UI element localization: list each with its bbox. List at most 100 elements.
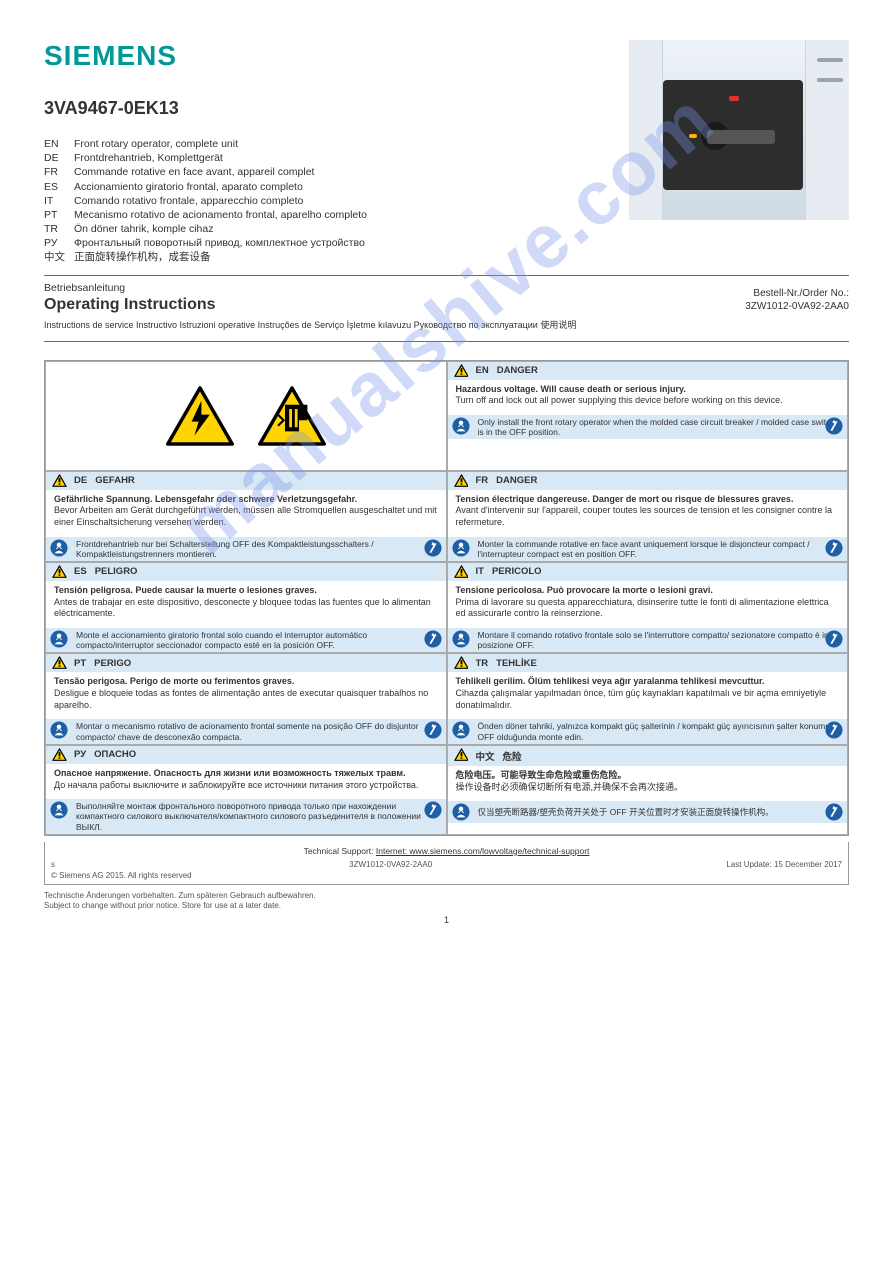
footer-docno: 3ZW1012-0VA92-2AA0	[349, 860, 432, 869]
warning-foot: Monter la commande rotative en face avan…	[448, 537, 848, 561]
warning-foot: Monte el accionamiento giratorio frontal…	[46, 628, 446, 652]
hand-triangle-icon	[257, 385, 327, 447]
warning-cell: ES PELIGRO Tensión peligrosa. Puede caus…	[45, 562, 447, 653]
warning-body: 危险电压。可能导致生命危险或重伤危险。操作设备时必须确保切断所有电源,并确保不会…	[448, 766, 848, 801]
warning-lang: TR	[476, 658, 489, 669]
warning-triangle-icon	[52, 656, 67, 669]
tool-icon	[424, 539, 442, 557]
warning-lang: PT	[74, 658, 86, 669]
warning-word: PERICOLO	[492, 566, 542, 577]
support-link[interactable]: Internet: www.siemens.com/lowvoltage/tec…	[376, 846, 590, 856]
warning-word: DANGER	[496, 475, 537, 486]
change-notice: Technische Änderungen vorbehalten. Zum s…	[44, 891, 849, 911]
warning-lang: 中文	[476, 749, 495, 763]
warning-foot: Only install the front rotary operator w…	[448, 415, 848, 439]
product-image	[629, 40, 849, 220]
warning-triangle-icon	[454, 748, 469, 761]
warning-body: Tehlikeli gerilim. Ölüm tehlikesi veya a…	[448, 672, 848, 719]
warning-body: Tensão perigosa. Perigo de morte ou feri…	[46, 672, 446, 719]
desc-text: 正面旋转操作机构，成套设备	[74, 250, 211, 264]
order-number: Bestell-Nr./Order No.: 3ZW1012-0VA92-2AA…	[745, 287, 849, 314]
warning-foot-text: 仅当塑壳断路器/塑壳负荷开关处于 OFF 开关位置时才安装正面旋转操作机构。	[478, 807, 774, 817]
warning-header: 中文 危险	[448, 746, 848, 766]
tool-icon	[424, 721, 442, 739]
footer-copyright: © Siemens AG 2015. All rights reserved	[51, 871, 192, 880]
warning-header: TR TEHLİKE	[448, 654, 848, 672]
warning-word: GEFAHR	[95, 475, 135, 486]
desc-text: Accionamiento giratorio frontal, aparato…	[74, 180, 303, 194]
warning-cell: DE GEFAHR Gefährliche Spannung. Lebensge…	[45, 471, 447, 562]
warning-triangle-icon	[454, 474, 469, 487]
warning-foot: Montare il comando rotativo frontale sol…	[448, 628, 848, 652]
warning-body: Tensione pericolosa. Può provocare la mo…	[448, 581, 848, 628]
warning-cell: TR TEHLİKE Tehlikeli gerilim. Ölüm tehli…	[447, 653, 849, 744]
person-icon	[50, 539, 68, 557]
desc-lang: PT	[44, 208, 66, 222]
warning-lang: IT	[476, 566, 484, 577]
desc-text: Mecanismo rotativo de acionamento fronta…	[74, 208, 367, 222]
page-footer: Technical Support: Internet: www.siemens…	[44, 842, 849, 885]
title-line1: Betriebsanleitung	[44, 282, 745, 294]
warning-body: Gefährliche Spannung. Lebensgefahr oder …	[46, 490, 446, 537]
page-number: 1	[44, 915, 849, 925]
brand-logo: SIEMENS	[44, 40, 599, 72]
warning-header: ES PELIGRO	[46, 563, 446, 581]
warning-lang: РУ	[74, 749, 86, 760]
title-languages: Instructions de service Instructivo Istr…	[44, 318, 849, 331]
warning-body: Hazardous voltage. Will cause death or s…	[448, 380, 848, 415]
tool-icon	[825, 803, 843, 821]
desc-text: Front rotary operator, complete unit	[74, 137, 238, 151]
warning-foot: Выполняйте монтаж фронтального поворотно…	[46, 799, 446, 834]
person-icon	[50, 721, 68, 739]
warning-foot: Frontdrehantrieb nur bei Schalterstellun…	[46, 537, 446, 561]
warning-word: DANGER	[497, 365, 538, 376]
desc-text: Ön döner tahrik, komple cihaz	[74, 222, 213, 236]
person-icon	[452, 721, 470, 739]
desc-lang: TR	[44, 222, 66, 236]
warning-cell: IT PERICOLO Tensione pericolosa. Può pro…	[447, 562, 849, 653]
warning-foot-text: Monter la commande rotative en face avan…	[478, 539, 840, 559]
warning-triangle-icon	[52, 748, 67, 761]
footer-update: Last Update: 15 December 2017	[726, 860, 842, 869]
desc-lang: 中文	[44, 250, 66, 264]
warning-triangle-icon	[52, 474, 67, 487]
tool-icon	[825, 417, 843, 435]
description-list: ENFront rotary operator, complete unitDE…	[44, 137, 599, 265]
warning-lang: DE	[74, 475, 87, 486]
warning-triangle-icon	[454, 565, 469, 578]
footer-link-pre: Technical Support:	[304, 846, 374, 856]
footer-left: s	[51, 860, 55, 869]
warning-word: ОПАСНО	[94, 749, 136, 760]
divider	[44, 341, 849, 342]
desc-lang: IT	[44, 194, 66, 208]
warning-cell: EN DANGER Hazardous voltage. Will cause …	[447, 361, 849, 471]
warning-word: PERIGO	[94, 658, 131, 669]
warning-header: EN DANGER	[448, 362, 848, 380]
warning-triangle-icon	[454, 656, 469, 669]
desc-lang: EN	[44, 137, 66, 151]
warning-foot: 仅当塑壳断路器/塑壳负荷开关处于 OFF 开关位置时才安装正面旋转操作机构。	[448, 801, 848, 823]
tool-icon	[825, 539, 843, 557]
person-icon	[452, 630, 470, 648]
warning-lang: ES	[74, 566, 87, 577]
warning-lang: EN	[476, 365, 489, 376]
tool-icon	[424, 630, 442, 648]
warning-header: DE GEFAHR	[46, 472, 446, 490]
desc-text: Frontdrehantrieb, Komplettgerät	[74, 151, 223, 165]
warning-cell: PT PERIGO Tensão perigosa. Perigo de mor…	[45, 653, 447, 744]
model-number: 3VA9467-0EK13	[44, 98, 599, 119]
desc-text: Comando rotativo frontale, apparecchio c…	[74, 194, 303, 208]
person-icon	[452, 539, 470, 557]
divider	[44, 275, 849, 276]
warning-foot-text: Önden döner tahriki, yalnızca kompakt gü…	[478, 721, 840, 741]
warning-foot: Önden döner tahriki, yalnızca kompakt gü…	[448, 719, 848, 743]
person-icon	[50, 630, 68, 648]
tool-icon	[825, 630, 843, 648]
desc-lang: РУ	[44, 236, 66, 250]
warning-header: IT PERICOLO	[448, 563, 848, 581]
desc-lang: ES	[44, 180, 66, 194]
warning-foot: Montar o mecanismo rotativo de acionamen…	[46, 719, 446, 743]
warning-foot-text: Выполняйте монтаж фронтального поворотно…	[76, 801, 438, 832]
warning-header: РУ ОПАСНО	[46, 746, 446, 764]
hazard-icons	[45, 361, 447, 471]
